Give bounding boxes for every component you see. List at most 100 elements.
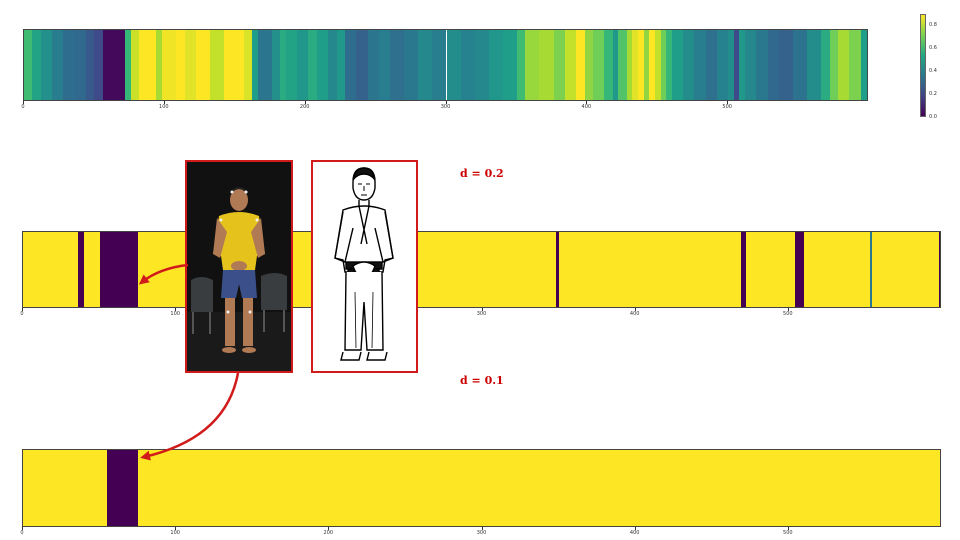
heatmap-segment xyxy=(739,30,746,100)
annotation-d-0.2: d = 0.2 xyxy=(460,167,504,180)
x-tick-label: 400 xyxy=(581,104,592,110)
x-tick-label: 500 xyxy=(722,104,732,110)
heatmap-segment xyxy=(626,30,633,100)
colorbar-tick-label: 0.8 xyxy=(929,22,937,29)
heatmap-segment xyxy=(285,30,298,100)
heatmap-segment xyxy=(649,30,655,100)
x-tick-label: 100 xyxy=(159,104,169,110)
heatmap-segment xyxy=(145,30,157,100)
heatmap-segment xyxy=(308,30,317,100)
heatmap-segment xyxy=(40,30,53,100)
heatmap-segment xyxy=(74,30,86,100)
x-tick-label: 0 xyxy=(20,311,24,317)
x-tick-label: 300 xyxy=(476,530,487,536)
heatmap-segment xyxy=(252,30,258,100)
heatmap-segment xyxy=(938,232,940,307)
x-tick-label: 500 xyxy=(783,311,793,317)
heatmap-segment xyxy=(404,30,419,100)
heatmap-segment xyxy=(849,30,861,100)
heatmap-segment xyxy=(378,30,391,100)
heatmap-segment xyxy=(728,30,734,100)
x-tick-mark xyxy=(23,101,24,104)
heatmap-segment xyxy=(870,232,872,307)
heatmap-segment xyxy=(576,30,585,100)
heatmap-segment xyxy=(390,30,405,100)
heatmap-segment xyxy=(94,30,103,100)
colorbar-tick-label: 0.2 xyxy=(929,91,937,98)
x-tick-mark xyxy=(481,527,483,530)
heatmap-segment xyxy=(107,450,138,526)
heatmap-segment xyxy=(280,30,286,100)
heatmap-segment xyxy=(829,30,838,100)
heatmap-segment xyxy=(694,30,706,100)
heatmap-segment xyxy=(745,30,757,100)
heatmap-segment xyxy=(592,30,605,100)
heatmap-segment xyxy=(666,30,672,100)
person-photo-icon xyxy=(185,160,293,373)
x-tick-mark xyxy=(328,527,330,530)
heatmap-segment xyxy=(584,30,593,100)
colorbar-tick-label: 0.0 xyxy=(929,114,937,120)
x-tick-label: 0 xyxy=(20,530,24,536)
heatmap-segment xyxy=(297,30,309,100)
heatmap-segment xyxy=(24,30,33,100)
heatmap-segment xyxy=(716,30,729,100)
heatmap-segment xyxy=(564,30,577,100)
heatmap-segment xyxy=(660,30,667,100)
heatmap-segment xyxy=(195,30,210,100)
heatmap-segment xyxy=(860,30,867,100)
heatmap-segment xyxy=(632,30,639,100)
heatmap-segment xyxy=(243,30,253,100)
heatmap-strip-d-0.2 xyxy=(22,231,941,308)
heatmap-segment xyxy=(556,232,560,307)
heatmap-segment xyxy=(32,30,41,100)
karate-stance-drawing-icon xyxy=(311,160,418,373)
heatmap-segment xyxy=(102,30,126,100)
x-tick-label: 400 xyxy=(629,530,640,536)
x-tick-mark xyxy=(22,527,23,530)
x-tick-mark xyxy=(586,101,588,104)
colorbar xyxy=(920,14,926,117)
x-tick-label: 0 xyxy=(21,104,25,110)
heatmap-segment xyxy=(741,232,746,307)
heatmap-segment xyxy=(460,30,475,100)
heatmap-segment xyxy=(209,30,224,100)
x-tick-label: 200 xyxy=(323,530,334,536)
colorbar-tick-label: 0.4 xyxy=(929,68,937,75)
heatmap-segment xyxy=(432,30,447,100)
heatmap-segment xyxy=(176,30,185,100)
x-tick-mark xyxy=(163,101,165,104)
x-tick-label: 100 xyxy=(170,530,180,536)
arrow-to-d-0.1-segment xyxy=(140,372,240,461)
heatmap-segment xyxy=(162,30,177,100)
heatmap-segment xyxy=(525,30,540,100)
heatmap-segment xyxy=(345,30,357,100)
heatmap-segment xyxy=(767,30,779,100)
heatmap-segment xyxy=(63,30,75,100)
annotation-d-0.1: d = 0.1 xyxy=(460,374,504,387)
heatmap-segment xyxy=(792,30,808,100)
x-tick-label: 100 xyxy=(170,311,180,317)
heatmap-segment xyxy=(683,30,695,100)
heatmap-segment xyxy=(367,30,379,100)
heatmap-segment xyxy=(356,30,368,100)
heatmap-segment xyxy=(756,30,768,100)
x-tick-mark xyxy=(634,308,636,311)
heatmap-segment xyxy=(821,30,830,100)
heatmap-segment xyxy=(52,30,64,100)
heatmap-segment xyxy=(807,30,822,100)
heatmap-segment xyxy=(156,30,162,100)
heatmap-segment xyxy=(502,30,517,100)
heatmap-segment xyxy=(654,30,661,100)
heatmap-strip-d-0.1 xyxy=(22,449,941,527)
x-tick-label: 300 xyxy=(476,311,487,317)
heatmap-segment xyxy=(778,30,793,100)
x-tick-mark xyxy=(787,308,789,311)
heatmap-segment xyxy=(638,30,644,100)
x-tick-mark xyxy=(304,101,306,104)
heatmap-segment xyxy=(99,232,138,307)
heatmap-segment xyxy=(184,30,196,100)
heatmap-strip-continuous xyxy=(23,29,868,101)
heatmap-segment xyxy=(328,30,337,100)
heatmap-segment xyxy=(604,30,613,100)
